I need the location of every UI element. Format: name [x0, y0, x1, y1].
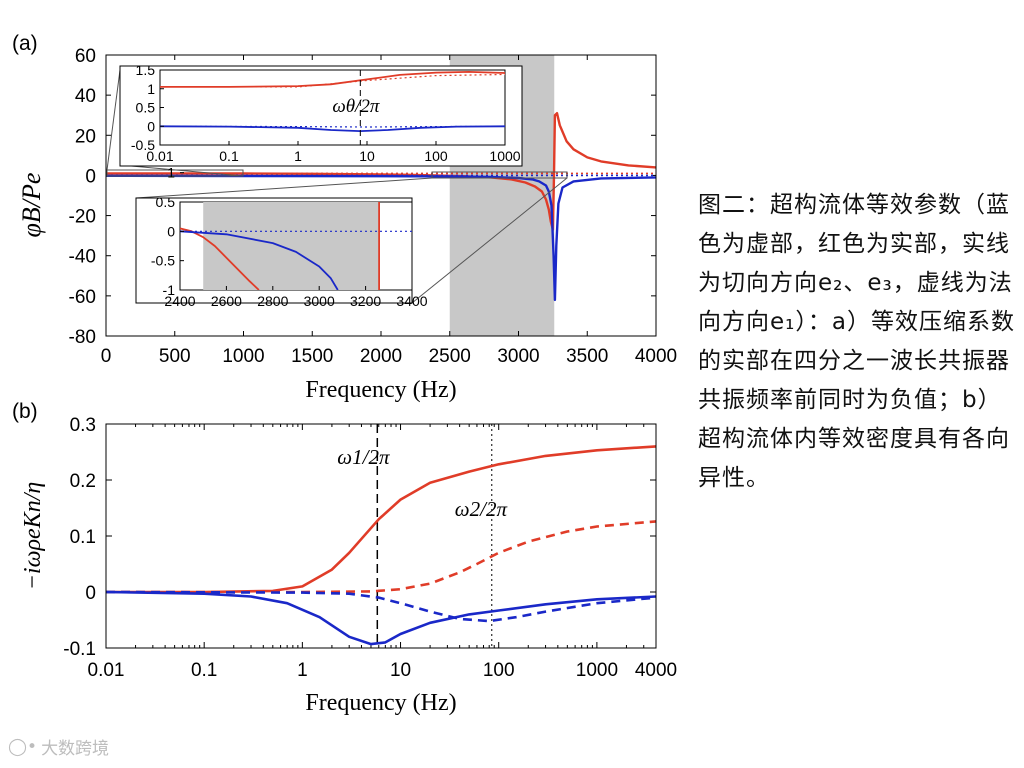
inset-connectors [106, 69, 568, 304]
watermark: ◯• 大数跨境 [8, 734, 110, 760]
series-im-normal [105, 590, 657, 623]
panel-a-xlabel: Frequency (Hz) [305, 377, 456, 403]
inset-y-tick-label: 0.5 [156, 194, 176, 210]
panel-b-label: (b) [12, 400, 38, 423]
inset-x-tick-label: 100 [424, 148, 448, 164]
panel-a-label: (a) [12, 32, 38, 55]
inset-x-tick-label: 0.01 [146, 148, 173, 164]
y-tick-label: -0.1 [63, 639, 96, 660]
y-tick-label: 0 [85, 583, 96, 604]
panel-b-vlines: ω1/2π ω2/2π [337, 424, 507, 648]
x-tick-label: 2000 [360, 346, 402, 367]
y-tick-label: 40 [75, 86, 96, 107]
y-tick-label: 0 [85, 166, 96, 187]
x-tick-label: 4000 [635, 660, 677, 681]
inset-x-tick-label: 10 [359, 148, 375, 164]
inset-y-tick-label: 1 [167, 165, 175, 181]
connector-line [119, 164, 244, 177]
inset-x-tick-label: 1000 [489, 148, 520, 164]
inset-x-tick-label: 2600 [211, 293, 242, 309]
panel-a-ticks: 0 500 1000 1500 2000 2500 3000 3500 40006040200-… [69, 46, 678, 367]
y-tick-label: -40 [69, 247, 96, 268]
inset-x-tick-label: 2400 [164, 293, 195, 309]
panel-b-frame [105, 423, 657, 649]
y-tick-label: -80 [69, 327, 96, 348]
x-tick-label: 10 [390, 660, 411, 681]
x-tick-label: 0.1 [191, 660, 217, 681]
x-tick-label: 4000 [635, 346, 677, 367]
x-tick-label: 1000 [222, 346, 264, 367]
watermark-text: 大数跨境 [41, 739, 110, 759]
inset-x-tick-label: 0.1 [219, 148, 239, 164]
inset-series-im-tangential [180, 230, 339, 290]
y-tick-label: 0.1 [70, 527, 96, 548]
panel-b-ylabel: −iωρeKn/η [20, 482, 46, 591]
inset-x-tick-label: 3400 [396, 293, 427, 309]
y-tick-label: 20 [75, 126, 96, 147]
inset-y-tick-label: 1.5 [136, 62, 156, 78]
y-tick-label: -60 [69, 287, 96, 308]
panel-b-series [105, 445, 657, 646]
panel-a-ylabel: φB/Pe [17, 173, 46, 238]
x-tick-label: 100 [483, 660, 515, 681]
inset-shaded-band [203, 202, 380, 290]
vline-label-2: ω2/2π [455, 497, 508, 521]
x-tick-label: 1500 [291, 346, 333, 367]
connector-line [135, 177, 433, 199]
x-tick-label: 500 [159, 346, 191, 367]
x-tick-label: 1000 [576, 660, 618, 681]
panel-b-ticks: 0.01 0.1 1 10 100 1000 4000 0.3 0.2 0.1 0 -0.1 [63, 415, 677, 681]
inset-y-tick-label: 0 [167, 223, 175, 239]
x-tick-label: 0 [101, 346, 112, 367]
series-re-tangential [106, 445, 657, 594]
panel-b: (b) 0.01 0.1 1 10 100 1000 40000.30.20.10-0.1 … [12, 400, 677, 716]
inset-y-tick-label: 1 [147, 81, 155, 97]
x-tick-label: 1 [297, 660, 308, 681]
inset-y-tick-label: -0.5 [131, 137, 155, 153]
inset-x-tick-label: 3000 [304, 293, 335, 309]
inset-x-tick-label: 3200 [350, 293, 381, 309]
inset-series [180, 202, 412, 290]
inset-bottom: 2400 2600 2800 3000 3200 3400 1 0.5 0 -0.5 -1 [135, 165, 428, 309]
inset-x-tick-label: 1 [294, 148, 302, 164]
figure: (a) 0 500 1000 1500 2000 2500 3000 3500 40006040… [12, 32, 677, 716]
x-tick-label: 3000 [497, 346, 539, 367]
panel-a: (a) 0 500 1000 1500 2000 2500 3000 3500 40006040… [12, 32, 677, 403]
panel-a-frame [105, 54, 657, 337]
y-tick-label: 60 [75, 46, 96, 67]
inset-frame [159, 69, 506, 146]
inset-y-tick-label: -0.5 [151, 253, 175, 269]
x-tick-label: 3500 [566, 346, 608, 367]
panel-b-xlabel: Frequency (Hz) [305, 690, 456, 716]
series-im-tangential [105, 590, 657, 646]
x-tick-label: 0.01 [88, 660, 125, 681]
y-tick-label: 0.3 [70, 415, 96, 436]
series-re-tangential [106, 111, 657, 231]
inset-annotation: ωθ/2π [332, 96, 380, 117]
y-tick-label: 0.2 [70, 471, 96, 492]
inset-y-tick-label: -1 [163, 282, 176, 298]
series-im-tangential [105, 174, 657, 302]
vline-label-1: ω1/2π [337, 445, 390, 469]
inset-y-tick-label: 0 [147, 118, 155, 134]
series-re-normal [106, 520, 657, 594]
watermark-icon: ◯• [8, 736, 38, 757]
connector-line [106, 69, 121, 171]
panel-a-series [105, 111, 657, 302]
inset-top: 0.01 0.1 1 10 100 1000 1.5 1 0.5 0 -0.5 ωθ/2π [119, 62, 523, 167]
x-tick-label: 2500 [429, 346, 471, 367]
y-tick-label: -20 [69, 207, 96, 228]
connector-line [411, 177, 568, 304]
zoom-box-high [431, 171, 568, 179]
inset-x-tick-label: 2800 [257, 293, 288, 309]
inset-series-re-normal [160, 73, 505, 88]
figure-caption: 图二：超构流体等效参数（蓝色为虚部，红色为实部，实线为切向方向e₂、e₃，虚线为… [698, 192, 1015, 491]
inset-y-tick-label: 0.5 [136, 100, 156, 116]
